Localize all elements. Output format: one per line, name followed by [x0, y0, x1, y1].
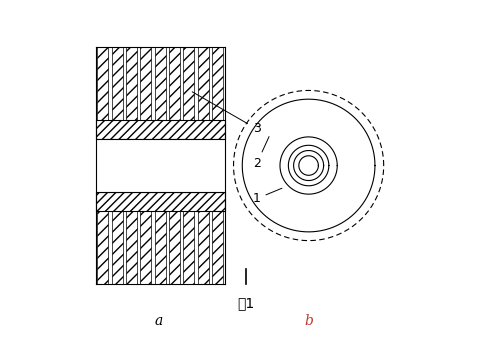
Bar [97, 47, 108, 120]
Bar [126, 211, 137, 284]
Bar [198, 47, 209, 120]
Bar [126, 47, 137, 120]
Text: b: b [304, 314, 313, 328]
Text: 3: 3 [192, 92, 261, 136]
Bar [155, 211, 165, 284]
Bar [141, 211, 151, 284]
Text: 2: 2 [253, 137, 269, 170]
Bar [212, 211, 223, 284]
Bar [112, 47, 122, 120]
Text: 1: 1 [253, 188, 282, 205]
Bar [169, 211, 180, 284]
Bar [198, 211, 209, 284]
Bar [141, 47, 151, 120]
Bar [96, 120, 225, 139]
Text: 图1: 图1 [237, 296, 254, 310]
Bar [96, 192, 225, 211]
Bar [96, 139, 225, 192]
Text: a: a [154, 314, 163, 328]
Bar [112, 211, 122, 284]
Bar [212, 47, 223, 120]
Bar [169, 47, 180, 120]
Bar [183, 211, 194, 284]
Bar [155, 47, 165, 120]
Bar [97, 211, 108, 284]
Bar [183, 47, 194, 120]
